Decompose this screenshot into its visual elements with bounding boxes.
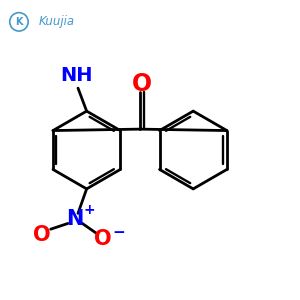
Text: +: + (84, 203, 95, 218)
Text: N: N (66, 209, 84, 229)
Text: Kuujia: Kuujia (38, 15, 74, 28)
Text: O: O (33, 225, 51, 245)
Text: O: O (94, 229, 111, 249)
Text: O: O (132, 72, 152, 96)
Text: K: K (15, 17, 23, 27)
Text: −: − (112, 225, 125, 240)
Text: NH: NH (60, 66, 93, 85)
